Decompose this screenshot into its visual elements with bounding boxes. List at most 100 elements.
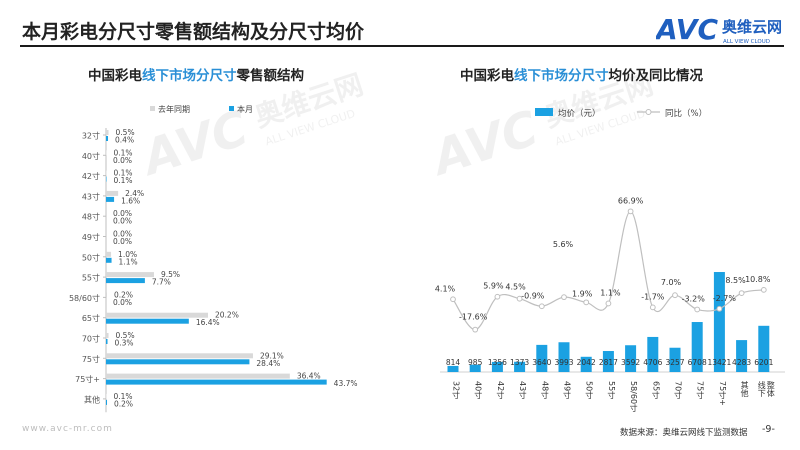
- yoy-label: -3.2%: [682, 294, 706, 303]
- value-label-this-month: 1.6%: [121, 196, 140, 205]
- yoy-point: [450, 296, 456, 303]
- page-number: -9-: [762, 424, 775, 435]
- value-label-last-year: 20.2%: [215, 311, 239, 320]
- avg-price-label: 13421: [707, 358, 731, 367]
- category-tick-label: 50寸: [585, 381, 594, 399]
- yoy-point: [760, 286, 767, 293]
- category-tick-label: 70寸: [82, 334, 100, 344]
- value-label-last-year: 0.1%: [114, 169, 133, 178]
- avg-price-bar: [447, 365, 459, 372]
- bar-last-year: [106, 170, 107, 176]
- avg-price-label: 2042: [577, 358, 596, 367]
- category-tick-label: 55寸: [607, 381, 616, 399]
- right-title-highlight: 线下市场分尺寸: [514, 68, 609, 84]
- category-tick-label: 43寸: [82, 191, 100, 201]
- value-label-last-year: 0.0%: [113, 230, 132, 239]
- yoy-point: [605, 300, 612, 307]
- avg-price-label: 1356: [488, 358, 507, 367]
- category-tick-label-part: 整体: [766, 380, 775, 398]
- bar-last-year: [106, 150, 107, 156]
- left-title-suffix: 零售额结构: [236, 68, 305, 84]
- avg-price-bar: [647, 336, 659, 372]
- yoy-label: 4.5%: [505, 283, 526, 292]
- footer-url: www.avc-mr.com: [22, 424, 113, 434]
- yoy-label: -0.9%: [521, 291, 545, 300]
- avg-price-bar: [625, 345, 637, 372]
- avg-price-label: 6708: [688, 358, 707, 367]
- category-tick-label: 75寸: [82, 354, 100, 364]
- left-title-highlight: 线下市场分尺寸: [142, 68, 237, 84]
- yoy-point: [583, 299, 590, 306]
- category-tick-label: 40寸: [82, 151, 100, 161]
- yoy-point: [627, 208, 634, 215]
- logo-name: 奥维云网: [722, 18, 782, 36]
- value-label-last-year: 0.5%: [116, 331, 135, 340]
- category-tick-label: 55寸: [82, 273, 100, 283]
- avg-price-label: 3592: [621, 358, 640, 367]
- category-tick-label: 75寸+: [75, 374, 100, 384]
- value-label-this-month: 28.4%: [256, 359, 280, 368]
- data-source: 数据来源：奥维云网线下监测数据: [620, 428, 748, 438]
- value-label-this-month: 0.0%: [113, 298, 132, 307]
- value-label-last-year: 36.4%: [297, 372, 321, 381]
- right-chart-title: 中国彩电线下市场分尺寸均价及同比情况: [460, 64, 703, 84]
- yoy-label: -17.6%: [459, 313, 488, 322]
- bar-this-month: [106, 318, 189, 324]
- category-tick-label: 40寸: [474, 381, 483, 399]
- yoy-point: [716, 305, 723, 312]
- legend-swatch-avg-price: [535, 108, 553, 116]
- category-tick-label: 32寸: [452, 381, 461, 399]
- avg-price-bar: [469, 364, 481, 372]
- logo-tagline: ALL VIEW CLOUD: [723, 39, 770, 45]
- category-tick-label-part: 线下: [757, 380, 766, 398]
- value-label-this-month: 0.0%: [113, 156, 132, 165]
- yoy-point: [694, 306, 701, 313]
- category-tick-label: 48寸: [82, 212, 100, 222]
- category-tick-label: 42寸: [496, 381, 505, 399]
- legend-swatch-last-year: [150, 106, 155, 111]
- avg-price-bar: [536, 344, 548, 372]
- yoy-point: [538, 303, 545, 310]
- category-tick-label: 49寸: [82, 232, 100, 242]
- bar-last-year: [106, 190, 119, 196]
- value-label-this-month: 0.0%: [113, 237, 132, 246]
- category-tick-label: 其他: [740, 381, 749, 398]
- bar-this-month: [106, 196, 115, 202]
- avg-price-label: 3993: [554, 358, 573, 367]
- category-tick-label: 50寸: [82, 252, 100, 262]
- avg-price-bar: [713, 272, 725, 372]
- bar-last-year: [106, 130, 109, 135]
- category-tick-label: 32寸: [82, 131, 100, 141]
- page-title: 本月彩电分尺寸零售额结构及分尺寸均价: [22, 21, 365, 43]
- yoy-label: 5.6%: [553, 240, 574, 249]
- value-label-last-year: 0.0%: [113, 209, 132, 218]
- avg-price-label: 3640: [532, 358, 551, 367]
- yoy-point: [672, 292, 678, 299]
- value-label-this-month: 16.4%: [196, 318, 220, 327]
- bar-this-month: [106, 379, 327, 385]
- yoy-label: 7.0%: [661, 278, 682, 287]
- yoy-line: [452, 210, 764, 331]
- value-label-last-year: 9.5%: [161, 270, 180, 279]
- avg-price-bar: [514, 361, 526, 372]
- bar-last-year: [106, 251, 112, 257]
- value-label-last-year: 29.1%: [260, 351, 284, 360]
- avg-price-bar: [558, 342, 570, 372]
- category-tick-label: 43寸: [518, 381, 527, 399]
- yoy-label: 1.1%: [600, 288, 621, 297]
- value-label-last-year: 0.5%: [116, 128, 135, 137]
- category-tick-label: 65寸: [82, 313, 100, 323]
- yoy-point: [472, 326, 479, 333]
- yoy-label: 5.9%: [483, 282, 504, 291]
- avg-price-bar: [691, 322, 703, 372]
- bar-this-month: [106, 359, 250, 365]
- value-label-this-month: 0.0%: [113, 217, 132, 226]
- bar-this-month: [106, 278, 145, 284]
- value-label-last-year: 2.4%: [125, 189, 144, 198]
- category-tick-label: 49寸: [563, 381, 572, 399]
- right-title-prefix: 中国彩电: [460, 68, 514, 84]
- bar-last-year: [106, 292, 108, 298]
- yoy-point: [649, 304, 656, 311]
